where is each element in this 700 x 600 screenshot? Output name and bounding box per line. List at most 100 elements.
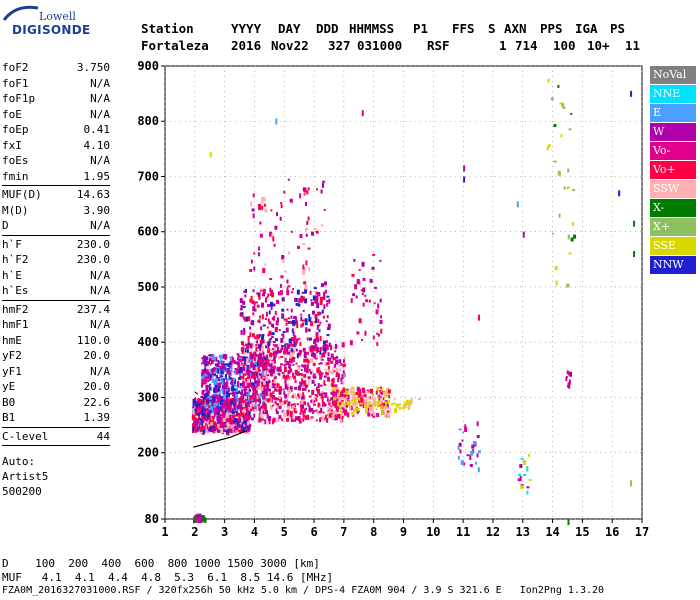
echo-mark [249,332,252,338]
parameter-row: B1 1.39 [2,410,110,426]
echo-mark [264,399,267,402]
echo-mark [313,338,317,342]
parameter-name: D [2,219,9,232]
echo-mark [392,402,396,405]
echo-mark [214,427,217,432]
echo-mark [306,359,310,364]
echo-mark [321,296,325,300]
echo-mark [282,258,285,263]
echo-mark [283,412,287,417]
echo-mark [254,336,257,340]
parameter-name: yE [2,380,16,393]
echo-mark [335,404,339,410]
echo-mark [368,404,372,408]
auto-line: Artist5 [2,470,49,483]
echo-mark [307,402,310,407]
echo-mark [338,368,342,372]
echo-mark [269,301,273,307]
echo-mark [351,386,354,390]
echo-mark [462,431,465,434]
echo-mark [306,364,309,369]
header-label: YYYY [231,21,262,36]
echo-mark [283,391,286,396]
echo-mark [239,298,243,304]
echo-mark [243,400,247,405]
header-label: S [488,21,496,36]
y-tick-label: 900 [137,59,159,73]
echo-mark [283,318,286,321]
echo-mark [567,383,570,386]
echo-mark [253,352,256,356]
echo-mark [298,393,302,396]
echo-mark [567,234,570,240]
echo-mark [291,395,294,399]
echo-mark [315,291,318,295]
echo-mark [213,380,217,384]
echo-mark [338,405,342,409]
echo-mark [222,406,226,411]
echo-mark [247,404,251,408]
echo-mark [352,412,355,416]
echo-mark [269,357,272,361]
echo-mark [331,370,335,375]
echo-mark [343,363,347,367]
echo-mark [324,418,327,422]
echo-mark [328,413,332,418]
echo-mark [194,420,198,423]
echo-mark [218,401,221,407]
echo-mark [240,397,243,403]
echo-mark [338,363,341,368]
echo-mark [306,357,310,360]
echo-mark [207,404,211,409]
echo-mark [235,425,238,431]
echo-mark [242,373,245,376]
echo-mark [275,408,278,412]
echo-mark [246,358,249,364]
echo-mark [362,396,365,400]
x-tick-label: 17 [635,525,649,539]
parameter-separator [2,299,110,301]
parameter-name: fmin [2,169,29,183]
echo-mark [294,380,297,384]
echo-mark [219,415,222,421]
echo-mark [294,386,298,390]
parameter-row: foEs N/A [2,153,110,169]
echo-mark [262,377,266,381]
parameter-value: N/A [90,92,110,105]
echo-mark [381,387,384,390]
echo-mark [264,345,267,349]
echo-mark [305,227,309,231]
echo-mark [379,386,382,389]
echo-mark [199,426,203,432]
echo-mark [302,386,306,389]
echo-mark [354,398,357,403]
echo-mark [315,318,318,324]
echo-mark [259,289,262,292]
parameter-row: foF1p N/A [2,91,110,107]
echo-mark [459,449,462,454]
echo-mark [308,267,311,272]
echo-mark [242,344,245,347]
echo-mark [327,365,330,371]
echo-mark [328,357,332,362]
echo-mark [302,417,305,422]
echo-mark [299,403,303,408]
echo-mark [250,201,253,207]
echo-mark [311,348,315,351]
echo-mark [471,444,475,449]
echo-mark [250,295,253,300]
echo-mark [214,392,218,395]
echo-mark [276,381,279,384]
echo-mark [278,415,282,420]
echo-mark [399,406,402,410]
echo-mark [227,385,230,388]
echo-mark [254,372,257,375]
echo-mark [237,425,240,430]
echo-mark [267,318,270,323]
echo-mark [476,435,480,439]
echo-mark [352,399,355,402]
echo-mark [297,371,300,375]
echo-mark [216,381,219,387]
echo-mark [212,393,215,398]
echo-mark [194,410,198,416]
